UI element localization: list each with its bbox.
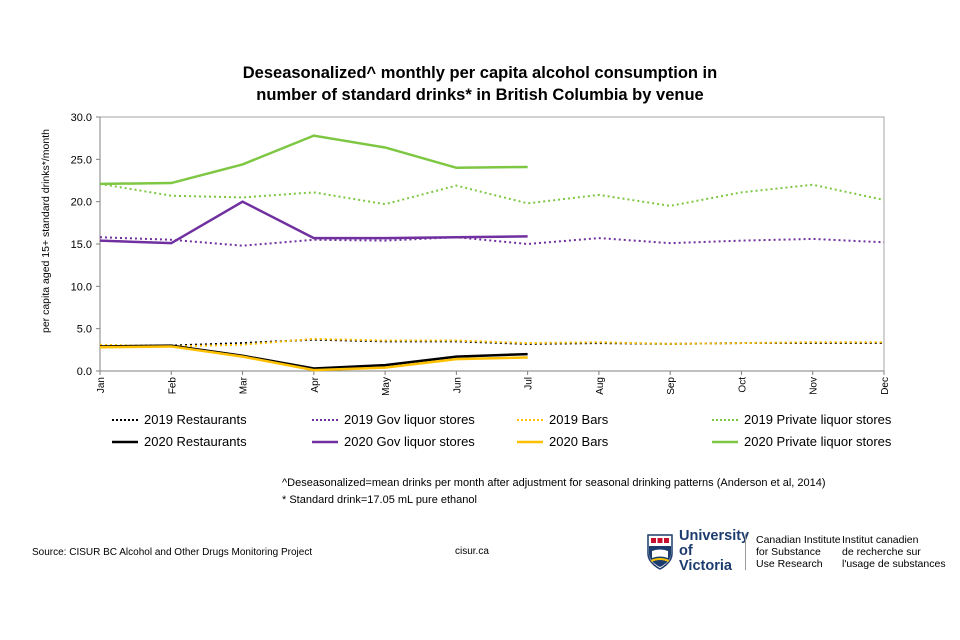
x-tick-label: Oct — [737, 377, 748, 393]
x-tick-label: Mar — [239, 376, 250, 394]
y-tick-label: 25.0 — [71, 154, 92, 166]
uvic-crest-icon — [647, 533, 673, 570]
title-line: number of standard drinks* in British Co… — [256, 86, 704, 104]
legend-swatch — [112, 440, 138, 443]
series-line-2019-bars — [99, 337, 884, 348]
x-tick-label: Apr — [310, 376, 321, 392]
logo-divider — [745, 533, 746, 570]
legend-label: 2020 Private liquor stores — [744, 434, 892, 449]
website-link[interactable]: cisur.ca — [455, 546, 489, 557]
series-line-2020-restaurants — [99, 344, 528, 370]
legend-item: 2020 Restaurants — [112, 434, 247, 449]
note-deseasonalized: ^Deseasonalized=mean drinks per month af… — [282, 477, 826, 489]
legend-label: 2020 Bars — [549, 434, 609, 449]
y-tick-label: 5.0 — [77, 324, 92, 336]
x-tick-label: Dec — [880, 377, 891, 395]
legend-swatch — [517, 440, 543, 443]
institute-line: de recherche sur — [842, 545, 921, 558]
legend-swatch — [712, 440, 738, 443]
series-line-2020-bars — [99, 345, 528, 372]
legend-label: 2020 Gov liquor stores — [344, 434, 475, 449]
legend-item: 2019 Private liquor stores — [712, 412, 891, 427]
x-tick-label: Jun — [452, 377, 463, 393]
x-tick-label: Sep — [666, 377, 677, 395]
legend-item: 2020 Bars — [517, 434, 608, 449]
legend-label: 2020 Restaurants — [144, 434, 247, 449]
legend-item: 2020 Private liquor stores — [712, 434, 891, 449]
plot-border — [99, 116, 885, 372]
series-line-2019-gov-liquor-stores — [99, 236, 885, 247]
series-line-2020-private-liquor-stores — [99, 134, 528, 186]
legend-item: 2019 Restaurants — [112, 412, 247, 427]
plot-area: 0.0 5.0 10.0 15.0 20.0 25.0 30.0 Jan Feb Mar Apr Ma… — [71, 112, 891, 396]
legend-label: 2019 Bars — [549, 412, 609, 427]
x-tick-label: Jan — [96, 377, 107, 393]
logo-text: University of Victoria — [679, 528, 750, 574]
uvic-logo: University of Victoria Canadian Institut… — [647, 529, 946, 574]
legend-swatch — [312, 440, 338, 443]
legend-item: 2019 Bars — [517, 412, 608, 427]
institute-line: for Substance — [756, 545, 821, 558]
x-tick-label: Jul — [524, 377, 535, 390]
institute-line: l'usage de substances — [842, 557, 946, 570]
series-line-2019-restaurants — [100, 338, 884, 347]
y-tick-label: 20.0 — [71, 197, 92, 209]
y-tick-label: 0.0 — [77, 366, 92, 378]
x-tick-label: Nov — [809, 377, 820, 395]
legend-swatch — [517, 418, 543, 421]
legend-swatch — [712, 418, 738, 421]
legend-label: 2019 Private liquor stores — [744, 412, 892, 427]
note-standard-drink: * Standard drink=17.05 mL pure ethanol — [282, 494, 477, 506]
y-tick-label: 15.0 — [71, 239, 92, 251]
legend-swatch — [312, 418, 338, 421]
legend-label: 2019 Gov liquor stores — [344, 412, 475, 427]
institute-line: Use Research — [756, 557, 823, 570]
institute-french: Institut canadien de recherche sur l'usa… — [842, 534, 946, 570]
legend-label: 2019 Restaurants — [144, 412, 247, 427]
series-line-2019-private-liquor-stores — [99, 182, 885, 207]
legend-swatch — [112, 418, 138, 421]
institute-line: Canadian Institute — [756, 533, 841, 546]
legend-item: 2020 Gov liquor stores — [312, 434, 475, 449]
legend-item: 2019 Gov liquor stores — [312, 412, 475, 427]
y-tick-label: 30.0 — [71, 112, 92, 124]
x-tick-label: Feb — [167, 377, 178, 395]
x-tick-label: May — [381, 377, 392, 396]
institute-english: Canadian Institute for Substance Use Res… — [756, 534, 842, 570]
institute-line: Institut canadien — [842, 533, 919, 546]
chart-title: Deseasonalized^ monthly per capita alcoh… — [0, 62, 960, 106]
source-text: Source: CISUR BC Alcohol and Other Drugs… — [32, 547, 313, 558]
x-tick-label: Aug — [595, 377, 606, 395]
series-line-2020-gov-liquor-stores — [99, 200, 528, 245]
title-line: Deseasonalized^ monthly per capita alcoh… — [242, 64, 718, 82]
y-tick-label: 10.0 — [71, 281, 92, 293]
